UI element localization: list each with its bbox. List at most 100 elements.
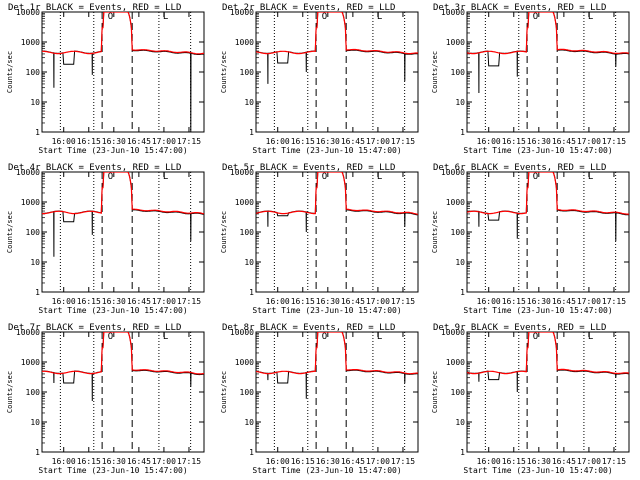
x-tick-label: 16:00 — [477, 137, 501, 146]
x-tick-label: 16:45 — [127, 297, 151, 306]
marker-label: L — [588, 332, 593, 342]
x-tick-label: 16:45 — [341, 457, 365, 466]
panel-det-2: Det 2r BLACK = Events, RED = LLD 1 10 100 10… — [220, 3, 419, 155]
panel-title: Det 1r BLACK = Events, RED = LLD — [8, 3, 181, 13]
series-events-line — [42, 332, 204, 402]
marker-label: L — [163, 172, 168, 182]
marker-label: L — [377, 172, 382, 182]
x-tick-label: 16:30 — [316, 457, 340, 466]
y-tick-label: 1000 — [446, 358, 465, 367]
x-tick-label: 17:00 — [366, 137, 390, 146]
y-tick-label: 100 — [240, 228, 255, 237]
x-tick-label: 17:15 — [177, 297, 201, 306]
plot-frame — [466, 171, 630, 293]
series-lld-line — [42, 332, 204, 375]
y-tick-label: 10 — [30, 418, 40, 427]
x-tick-label: 17:00 — [152, 457, 176, 466]
panel-det-9: Det 9r BLACK = Events, RED = LLD 1 10 100 10… — [431, 323, 630, 475]
x-tick-label: 17:15 — [391, 297, 415, 306]
series-events-line — [467, 12, 629, 94]
y-tick-label: 10000 — [230, 168, 254, 177]
x-tick-label: 16:00 — [477, 297, 501, 306]
y-tick-label: 1 — [249, 448, 254, 457]
y-axis-label: Counts/sec — [6, 371, 14, 413]
x-tick-label: 16:15 — [77, 297, 101, 306]
y-axis-label: Counts/sec — [431, 51, 439, 93]
panel-title: Det 9r BLACK = Events, RED = LLD — [433, 323, 606, 333]
y-tick-label: 10 — [30, 258, 40, 267]
y-axis-label: Counts/sec — [431, 371, 439, 413]
y-tick-label: 10000 — [441, 328, 465, 337]
marker-label: O — [322, 12, 327, 22]
x-axis-label: Start Time (23-Jun-10 15:47:00) — [38, 466, 187, 475]
panel-title: Det 7r BLACK = Events, RED = LLD — [8, 323, 181, 333]
x-tick-label: 16:45 — [552, 297, 576, 306]
x-axis-label: Start Time (23-Jun-10 15:47:00) — [252, 466, 401, 475]
marker-label: O — [533, 172, 538, 182]
y-axis-label: Counts/sec — [220, 51, 228, 93]
series-events-line — [42, 172, 204, 257]
series-lld-line — [256, 332, 418, 375]
plot-frame — [466, 331, 630, 453]
x-tick-label: 17:00 — [577, 297, 601, 306]
y-axis-label: Counts/sec — [6, 211, 14, 253]
y-axis-label: Counts/sec — [6, 51, 14, 93]
x-tick-label: 16:00 — [266, 457, 290, 466]
panel-title: Det 2r BLACK = Events, RED = LLD — [222, 3, 395, 13]
x-tick-label: 16:30 — [527, 457, 551, 466]
series-events-line — [42, 12, 204, 132]
y-tick-label: 100 — [451, 68, 466, 77]
x-tick-label: 16:00 — [52, 457, 76, 466]
y-tick-label: 1 — [35, 448, 40, 457]
plot-frame — [466, 11, 630, 133]
x-tick-label: 16:45 — [127, 457, 151, 466]
x-tick-label: 17:15 — [391, 137, 415, 146]
x-tick-label: 16:15 — [77, 457, 101, 466]
y-tick-label: 1000 — [235, 38, 254, 47]
y-tick-label: 10 — [244, 258, 254, 267]
x-tick-label: 16:30 — [527, 137, 551, 146]
panel-title: Det 4r BLACK = Events, RED = LLD — [8, 163, 181, 173]
y-tick-label: 1 — [35, 288, 40, 297]
panel-title: Det 5r BLACK = Events, RED = LLD — [222, 163, 395, 173]
y-tick-label: 10000 — [16, 8, 40, 17]
x-axis-label: Start Time (23-Jun-10 15:47:00) — [463, 146, 612, 155]
y-tick-label: 10000 — [441, 168, 465, 177]
series-lld-line — [42, 172, 204, 215]
x-tick-label: 17:15 — [177, 457, 201, 466]
y-tick-label: 10000 — [441, 8, 465, 17]
y-tick-label: 10000 — [16, 328, 40, 337]
series-lld-line — [42, 12, 204, 55]
y-tick-label: 1000 — [446, 38, 465, 47]
y-tick-label: 1 — [460, 128, 465, 137]
y-tick-label: 1000 — [446, 198, 465, 207]
x-axis-label: Start Time (23-Jun-10 15:47:00) — [252, 146, 401, 155]
series-lld-line — [256, 12, 418, 55]
x-tick-label: 16:00 — [52, 137, 76, 146]
marker-label: O — [108, 332, 113, 342]
y-tick-label: 100 — [451, 388, 466, 397]
x-tick-label: 17:00 — [152, 137, 176, 146]
x-tick-label: 17:15 — [602, 457, 626, 466]
panel-det-4: Det 4r BLACK = Events, RED = LLD 1 10 100 10… — [6, 163, 205, 315]
y-tick-label: 1000 — [235, 198, 254, 207]
marker-label: L — [163, 12, 168, 22]
series-lld-line — [467, 12, 629, 55]
x-tick-label: 16:15 — [291, 297, 315, 306]
y-tick-label: 1 — [35, 128, 40, 137]
y-tick-label: 100 — [26, 388, 41, 397]
y-tick-label: 1 — [249, 128, 254, 137]
x-tick-label: 16:00 — [52, 297, 76, 306]
x-tick-label: 16:30 — [316, 297, 340, 306]
panel-det-3: Det 3r BLACK = Events, RED = LLD 1 10 100 10… — [431, 3, 630, 155]
y-tick-label: 10 — [244, 98, 254, 107]
marker-label: L — [588, 12, 593, 22]
x-tick-label: 16:45 — [341, 297, 365, 306]
marker-label: O — [108, 172, 113, 182]
x-axis-label: Start Time (23-Jun-10 15:47:00) — [463, 466, 612, 475]
plot-frame — [255, 331, 419, 453]
x-tick-label: 17:15 — [177, 137, 201, 146]
series-events-line — [467, 172, 629, 242]
x-tick-label: 16:15 — [502, 457, 526, 466]
